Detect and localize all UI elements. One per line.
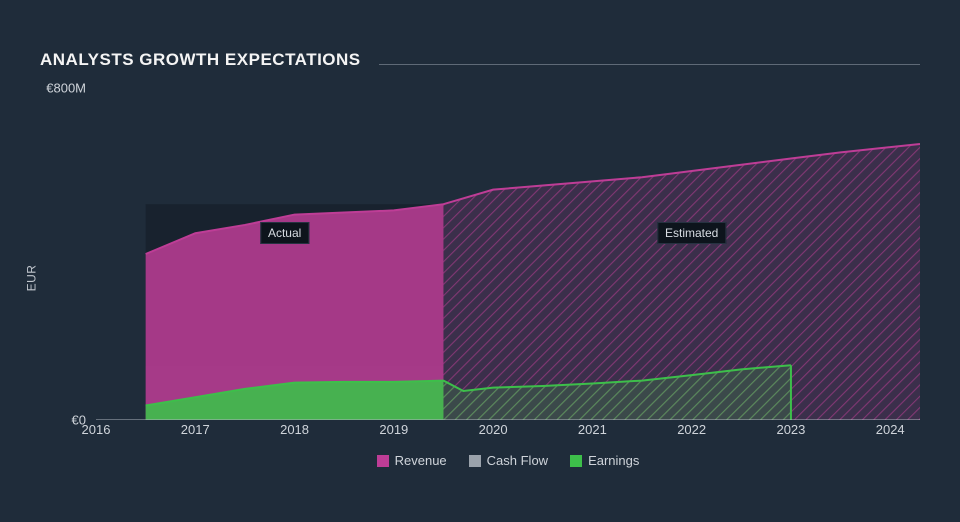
y-tick-label: €800M	[46, 81, 86, 96]
legend-item-cashflow: Cash Flow	[469, 453, 548, 468]
title-divider	[379, 64, 920, 65]
x-tick-label: 2022	[677, 422, 706, 437]
legend: Revenue Cash Flow Earnings	[96, 453, 920, 468]
x-tick-label: 2021	[578, 422, 607, 437]
y-tick-label: €0	[72, 413, 86, 428]
legend-item-earnings: Earnings	[570, 453, 639, 468]
legend-swatch-cashflow	[469, 455, 481, 467]
x-tick-label: 2020	[479, 422, 508, 437]
x-tick-label: 2024	[876, 422, 905, 437]
legend-item-revenue: Revenue	[377, 453, 447, 468]
x-axis: 201620172018201920202021202220232024	[96, 422, 920, 442]
legend-label-cashflow: Cash Flow	[487, 453, 548, 468]
legend-label-revenue: Revenue	[395, 453, 447, 468]
chart-area: EUR 201620172018201920202021202220232024…	[40, 88, 920, 468]
region-label-estimated: Estimated	[657, 222, 726, 244]
chart-title: ANALYSTS GROWTH EXPECTATIONS	[40, 50, 361, 70]
legend-swatch-earnings	[570, 455, 582, 467]
plot-region: 201620172018201920202021202220232024 Rev…	[96, 88, 920, 420]
legend-swatch-revenue	[377, 455, 389, 467]
title-row: ANALYSTS GROWTH EXPECTATIONS	[40, 50, 920, 70]
x-tick-label: 2017	[181, 422, 210, 437]
region-label-actual: Actual	[260, 222, 309, 244]
legend-label-earnings: Earnings	[588, 453, 639, 468]
x-tick-label: 2023	[776, 422, 805, 437]
y-axis-label: EUR	[24, 265, 38, 292]
x-tick-label: 2019	[379, 422, 408, 437]
x-tick-label: 2018	[280, 422, 309, 437]
